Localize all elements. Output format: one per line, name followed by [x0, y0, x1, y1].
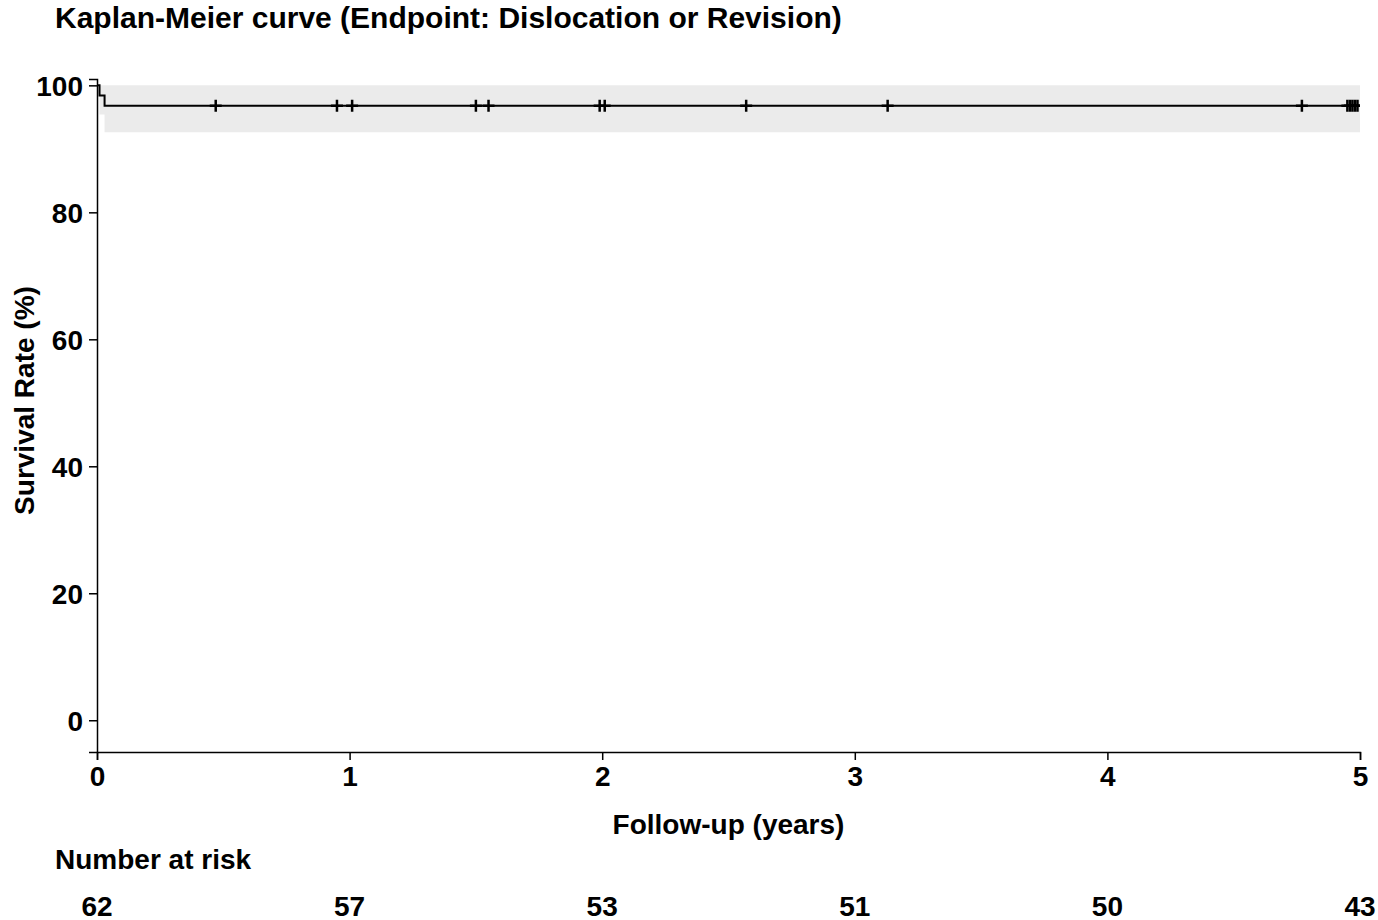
- tick-mark: [89, 466, 97, 468]
- tick-label: 100: [36, 71, 83, 102]
- tick-label: 20: [52, 579, 83, 610]
- at-risk-count: 62: [81, 891, 112, 920]
- at-risk-count: 53: [587, 891, 618, 920]
- at-risk-count: 43: [1344, 891, 1375, 920]
- x-axis: 0 1 2 3 4 5: [90, 752, 1369, 792]
- tick-mark: [602, 752, 604, 760]
- censor-mark: [740, 100, 752, 112]
- tick-mark: [855, 752, 857, 760]
- censor-mark: [1296, 100, 1308, 112]
- survival-curve: [97, 85, 1360, 105]
- censor-mark: [599, 100, 611, 112]
- censor-mark: [483, 100, 495, 112]
- tick: 40: [52, 452, 97, 483]
- at-risk-title: Number at risk: [55, 844, 251, 875]
- tick-mark: [89, 593, 97, 595]
- censor-mark: [210, 100, 222, 112]
- tick: 80: [52, 198, 97, 229]
- at-risk-count: 51: [839, 891, 870, 920]
- tick: 0: [67, 706, 97, 737]
- axis-line: [98, 753, 1361, 761]
- tick-label: 2: [595, 761, 611, 792]
- tick: 1: [342, 752, 358, 792]
- censor-mark: [470, 100, 482, 112]
- tick-mark: [89, 720, 97, 722]
- censor-mark: [331, 100, 343, 112]
- title: Kaplan-Meier curve (Endpoint: Dislocatio…: [55, 1, 842, 34]
- censor-mark: [346, 100, 358, 112]
- tick-label: 1: [342, 761, 358, 792]
- y-axis-title: Survival Rate (%): [9, 286, 40, 515]
- censor-mark: [882, 100, 894, 112]
- chart: 012345020406080100Kaplan-Meier curve (En…: [0, 0, 1378, 920]
- censor-mark: [1351, 100, 1360, 112]
- x-axis-title: Follow-up (years): [613, 809, 845, 840]
- tick: 60: [52, 325, 97, 356]
- tick-mark: [89, 212, 97, 214]
- plot-area: [97, 85, 1360, 132]
- tick: 2: [595, 752, 611, 792]
- tick: 20: [52, 579, 97, 610]
- tick-label: 40: [52, 452, 83, 483]
- tick: 4: [1100, 752, 1116, 792]
- tick-label: 4: [1100, 761, 1116, 792]
- axis-line: [89, 80, 98, 753]
- tick-label: 80: [52, 198, 83, 229]
- tick-mark: [89, 85, 97, 87]
- tick-label: 3: [848, 761, 864, 792]
- tick-label: 0: [90, 761, 106, 792]
- y-axis: 0 20 40 60 80 100: [36, 71, 97, 753]
- tick-mark: [349, 752, 351, 760]
- tick: 100: [36, 71, 97, 102]
- tick-mark: [1107, 752, 1109, 760]
- tick: 5: [1353, 752, 1369, 792]
- tick-label: 5: [1353, 761, 1369, 792]
- confidence-band: [97, 85, 1360, 132]
- tick-mark: [89, 339, 97, 341]
- tick: 0: [90, 752, 106, 792]
- tick-label: 0: [67, 706, 83, 737]
- at-risk-count: 50: [1092, 891, 1123, 920]
- at-risk-count: 57: [334, 891, 365, 920]
- tick-mark: [1360, 752, 1362, 760]
- tick-label: 60: [52, 325, 83, 356]
- tick: 3: [848, 752, 864, 792]
